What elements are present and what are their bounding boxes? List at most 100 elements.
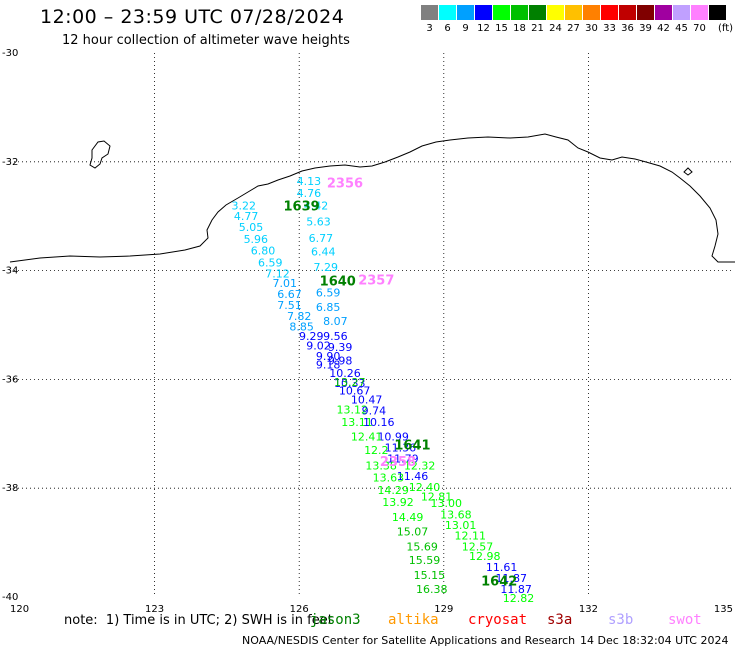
wave-height-value: 12.11 (455, 530, 487, 543)
wave-height-value: 10.67 (339, 384, 371, 397)
wave-height-value: 10.47 (351, 394, 383, 407)
wave-height-value: 7.12 (265, 267, 290, 280)
wave-height-value: 3.22 (232, 199, 257, 212)
color-scale-label: 33 (603, 23, 616, 34)
wave-height-value: 4.42 (304, 199, 329, 212)
axis-tick-labels: 120 123 126 129 132 135 -30 -32 -34 -36 -38 -40 (2, 48, 733, 615)
wave-height-value: 12.82 (503, 592, 535, 605)
pass-time-label: 2356 (327, 176, 363, 191)
wave-height-value: 11.87 (496, 572, 528, 585)
color-scale-label: 70 (693, 23, 706, 34)
color-scale-label: 9 (462, 23, 469, 34)
wave-height-value: 13.00 (430, 497, 462, 510)
wave-height-value: 13.38 (365, 459, 397, 472)
color-scale-swatch (583, 5, 600, 20)
wave-height-value: 11.46 (397, 470, 429, 483)
wave-height-value: 14.29 (377, 484, 409, 497)
latitude-tick-label: -34 (2, 266, 18, 277)
color-scale-swatch (709, 5, 726, 20)
color-scale-label: 36 (621, 23, 634, 34)
wave-height-value: 5.63 (306, 216, 331, 229)
mission-swot: swot (668, 612, 702, 628)
wave-height-value: 5.05 (239, 221, 264, 234)
wave-height-value: 7.01 (272, 277, 297, 290)
lat-lon-grid (10, 53, 733, 597)
wave-height-value: 9.74 (362, 404, 387, 417)
wave-height-value: 15.15 (414, 569, 446, 582)
pass-time-label: 1639 (284, 199, 320, 214)
color-scale-swatch (547, 5, 564, 20)
color-scale-swatch (655, 5, 672, 20)
wave-height-value: 13.01 (445, 519, 477, 532)
wave-height-value: 11.61 (486, 561, 518, 574)
wave-height-value: 12.41 (351, 431, 383, 444)
wave-height-value: 4.13 (297, 175, 322, 188)
wave-height-value: 12.98 (469, 550, 501, 563)
wave-height-value: 15.69 (406, 540, 438, 553)
wave-height-value: 9.56 (323, 330, 348, 343)
wave-height-value: 10.33 (334, 377, 366, 390)
wave-height-value: 13.92 (382, 496, 414, 509)
wave-height-value: 8.85 (289, 321, 314, 334)
wave-height-value: 6.80 (251, 244, 276, 257)
wave-height-value: 13.11 (341, 416, 373, 429)
latitude-tick-label: -30 (2, 48, 18, 59)
wave-height-value: 11.36 (385, 441, 417, 454)
wave-height-value: 13.27 (334, 376, 366, 389)
wave-height-value: 5.96 (244, 233, 269, 246)
longitude-tick-label: 120 (10, 604, 29, 615)
wave-height-value: 7.29 (313, 261, 338, 274)
color-scale-swatch (529, 5, 546, 20)
pass-time-label: 1642 (481, 575, 517, 590)
wave-height-value: 6.44 (311, 246, 336, 259)
pass-time-label: 1641 (394, 439, 430, 454)
wave-height-labels: 4.134.76 3.22 4.42 4.77 5.63 5.05 6.77 5.966.80… (232, 175, 535, 605)
wave-height-value: 13.12 (336, 403, 368, 416)
wave-height-value: 9.39 (328, 341, 353, 354)
mission-cryosat: cryosat (468, 612, 528, 628)
wave-height-value: 13.63 (373, 471, 405, 484)
wave-height-value: 6.67 (277, 288, 302, 301)
map-title: 12:00 – 23:59 UTC 07/28/2024 (40, 6, 345, 28)
color-scale-label: 21 (531, 23, 544, 34)
generation-timestamp: 14 Dec 18:32:04 UTC 2024 (580, 634, 729, 647)
color-scale-swatch (457, 5, 474, 20)
wave-height-value: 11.79 (387, 452, 419, 465)
wave-height-value: 6.59 (258, 256, 283, 269)
color-scale-label: 42 (657, 23, 670, 34)
island-shape (89, 140, 111, 169)
color-scale-unit: (ft) (718, 23, 734, 34)
longitude-tick-label: 135 (714, 604, 733, 615)
color-scale-swatch (673, 5, 690, 20)
color-scale-label: 45 (675, 23, 688, 34)
mission-jason3: jason3 (310, 612, 361, 628)
wave-height-value: 12.57 (462, 540, 494, 553)
latitude-tick-label: -32 (2, 157, 18, 168)
mission-s3b: s3b (608, 612, 634, 628)
color-scale-swatch (421, 5, 438, 20)
color-scale-label: 30 (585, 23, 598, 34)
latitude-tick-label: -40 (2, 592, 18, 603)
wave-height-value: 9.29 (299, 330, 324, 343)
color-scale-swatch (493, 5, 510, 20)
color-scale-label: 39 (639, 23, 652, 34)
color-scale-swatch (691, 5, 708, 20)
wave-height-value: 9.02 (306, 340, 331, 353)
color-scale-swatch (439, 5, 456, 20)
wave-height-value: 10.16 (363, 416, 395, 429)
wave-height-value: 7.82 (287, 310, 312, 323)
wave-height-value: 9.98 (328, 354, 353, 367)
pass-time-label: 2357 (358, 273, 394, 288)
pass-time-label: 2358 (380, 455, 416, 470)
latitude-tick-label: -36 (2, 374, 18, 385)
color-scale-label: 15 (495, 23, 508, 34)
credit-line: NOAA/NESDIS Center for Satellite Applica… (242, 634, 576, 647)
coastline (9, 133, 735, 263)
wave-height-value: 15.07 (397, 526, 429, 539)
color-scale-label: 12 (477, 23, 490, 34)
wave-height-value: 16.38 (416, 583, 448, 596)
longitude-tick-label: 123 (145, 604, 164, 615)
footnote: note: 1) Time is in UTC; 2) SWH is in fe… (64, 613, 333, 628)
wave-height-value: 6.59 (316, 286, 341, 299)
